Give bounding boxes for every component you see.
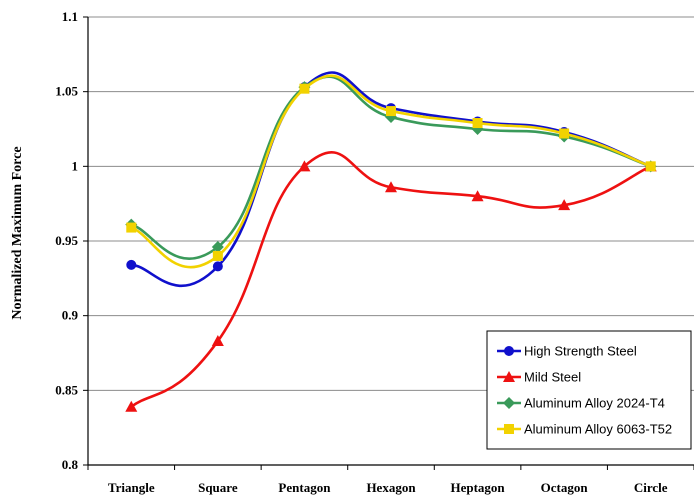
data-point	[299, 83, 310, 94]
series-2	[125, 151, 657, 412]
legend-label: Mild Steel	[524, 370, 581, 385]
data-point	[126, 259, 137, 270]
y-tick-label: 1.1	[62, 9, 78, 24]
y-tick-label: 0.95	[55, 233, 78, 248]
legend-label: High Strength Steel	[524, 344, 637, 359]
data-point	[298, 160, 311, 172]
y-tick-labels: 0.8 0.85 0.9 0.95 1 1.05 1.1	[55, 9, 78, 472]
y-tick-label: 0.9	[62, 308, 79, 323]
y-tick-label: 0.85	[55, 382, 78, 397]
data-point	[471, 190, 484, 202]
x-tick-label: Pentagon	[278, 480, 331, 495]
y-tick-label: 1	[72, 158, 79, 173]
legend-marker	[503, 371, 515, 382]
data-point	[126, 222, 137, 233]
legend-label: Aluminum Alloy 2024-T4	[524, 396, 665, 411]
legend-item: Aluminum Alloy 2024-T4	[497, 396, 665, 411]
y-tick-label: 0.8	[62, 457, 79, 472]
x-tick-label: Heptagon	[450, 480, 505, 495]
axes	[83, 16, 694, 470]
legend-item: Mild Steel	[497, 370, 581, 385]
x-tick-label: Square	[198, 480, 238, 495]
x-tick-label: Octagon	[541, 480, 589, 495]
legend-label: Aluminum Alloy 6063-T52	[524, 422, 672, 437]
series-lines	[125, 71, 657, 412]
data-point	[212, 261, 223, 272]
legend-item: Aluminum Alloy 6063-T52	[497, 422, 672, 437]
data-point	[125, 400, 138, 412]
legend-item: High Strength Steel	[497, 344, 637, 359]
data-point	[558, 199, 571, 211]
legend: High Strength Steel Mild Steel Aluminum Al…	[486, 330, 692, 450]
legend-marker	[503, 397, 515, 409]
data-point	[645, 161, 656, 172]
y-tick-label: 1.05	[55, 84, 78, 99]
x-tick-labels: Triangle Square Pentagon Hexagon Heptagon Oct…	[108, 480, 668, 495]
gridlines	[88, 16, 694, 466]
series-4	[126, 74, 656, 269]
data-point	[559, 128, 570, 139]
x-tick-label: Hexagon	[366, 480, 416, 495]
y-axis-label: Normalized Maximum Force	[10, 146, 25, 319]
legend-marker	[504, 424, 514, 434]
x-tick-label: Circle	[634, 480, 668, 495]
data-point	[212, 250, 223, 261]
data-point	[385, 181, 397, 193]
data-point	[211, 335, 224, 347]
data-point	[211, 240, 224, 253]
x-tick-label: Triangle	[108, 480, 155, 495]
legend-marker	[504, 346, 514, 356]
data-point	[472, 118, 483, 129]
data-point	[386, 106, 396, 117]
